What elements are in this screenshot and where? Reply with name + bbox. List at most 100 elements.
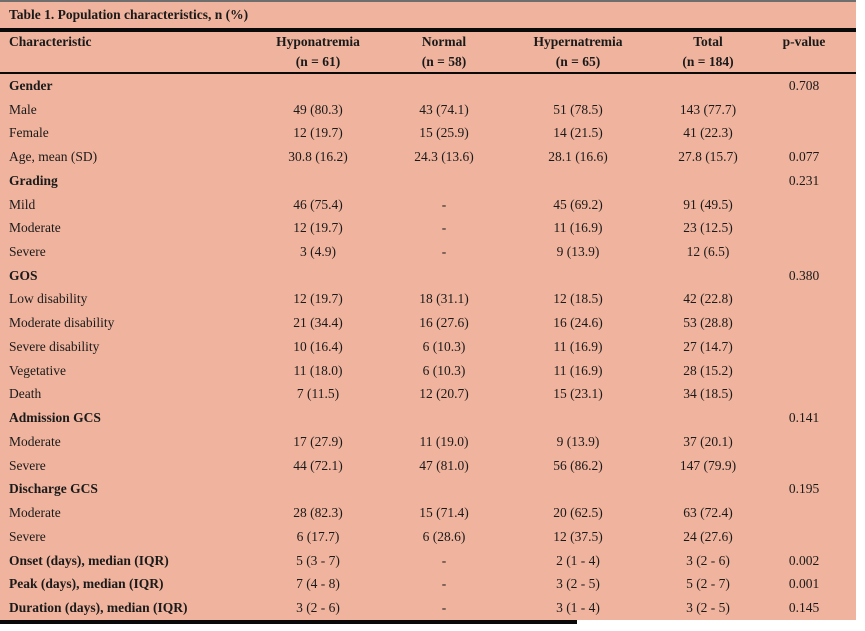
row-value: 53 (28.8) <box>683 315 733 331</box>
row-value: 3 (2 - 6) <box>686 552 730 568</box>
table-row: Moderate 28 (82.3) 15 (71.4) 20 (62.5) 6… <box>0 501 856 525</box>
row-value: 43 (74.1) <box>419 101 469 117</box>
column-header-characteristic: Characteristic <box>9 34 92 49</box>
row-value: - <box>441 220 447 236</box>
row-value: 15 (25.9) <box>419 125 469 141</box>
row-value: 34 (18.5) <box>683 386 733 402</box>
right-page-margin <box>856 0 865 631</box>
row-value: 11 (19.0) <box>419 433 469 449</box>
table-row: Moderate disability 21 (34.4) 16 (27.6) … <box>0 311 856 335</box>
row-value: 6 (10.3) <box>422 362 466 378</box>
table-row: Grading 0.231 <box>0 169 856 193</box>
row-label: Male <box>9 101 37 117</box>
row-label: Severe <box>9 457 46 473</box>
row-value: 11 (16.9) <box>553 338 603 354</box>
row-pvalue: 0.145 <box>788 600 820 616</box>
column-header-hyponatremia: Hyponatremia <box>276 34 360 49</box>
row-value: 7 (4 - 8) <box>296 576 340 592</box>
row-value: 2 (1 - 4) <box>556 552 600 568</box>
column-subheader-hyponatremia-n: (n = 61) <box>295 54 341 69</box>
row-value: 49 (80.3) <box>293 101 343 117</box>
row-value: 47 (81.0) <box>419 457 469 473</box>
row-label: Duration (days), median (IQR) <box>9 600 188 616</box>
row-value: 45 (69.2) <box>553 196 603 212</box>
row-value: 11 (16.9) <box>553 220 603 236</box>
row-label: Moderate <box>9 433 61 449</box>
row-pvalue: 0.141 <box>788 410 820 426</box>
row-value: 37 (20.1) <box>683 433 733 449</box>
row-label: Severe disability <box>9 338 100 354</box>
row-value: 12 (19.7) <box>293 220 343 236</box>
row-value: - <box>441 600 447 616</box>
table-row: Mild 46 (75.4) - 45 (69.2) 91 (49.5) <box>0 193 856 217</box>
row-value: 12 (19.7) <box>293 291 343 307</box>
column-header-normal: Normal <box>421 34 467 49</box>
row-value: 16 (24.6) <box>553 315 603 331</box>
row-value: 11 (18.0) <box>293 362 343 378</box>
table-row: GOS 0.380 <box>0 264 856 288</box>
table-row: Gender 0.708 <box>0 74 856 98</box>
column-subheader-normal-n: (n = 58) <box>421 54 467 69</box>
row-value: 21 (34.4) <box>293 315 343 331</box>
table-row: Severe 3 (4.9) - 9 (13.9) 12 (6.5) <box>0 240 856 264</box>
row-label: Age, mean (SD) <box>9 149 98 165</box>
row-value: 12 (6.5) <box>686 244 730 259</box>
row-value: 11 (16.9) <box>553 362 603 378</box>
table-header-row-1: Characteristic Hyponatremia Normal Hyper… <box>0 32 856 52</box>
row-value: 15 (23.1) <box>553 386 603 402</box>
table-row: Peak (days), median (IQR) 7 (4 - 8) - 3 … <box>0 572 856 596</box>
row-label: Grading <box>9 172 58 188</box>
row-value: 44 (72.1) <box>293 457 343 473</box>
row-label: Low disability <box>9 291 88 307</box>
row-label: Gender <box>9 77 53 93</box>
row-value: 3 (4.9) <box>300 244 336 259</box>
row-value: 14 (21.5) <box>553 125 603 141</box>
row-pvalue: 0.708 <box>788 77 820 93</box>
row-pvalue: 0.001 <box>788 576 820 592</box>
row-value: 63 (72.4) <box>683 505 733 521</box>
table-row: Duration (days), median (IQR) 3 (2 - 6) … <box>0 596 856 620</box>
column-header-hypernatremia: Hypernatremia <box>533 34 623 49</box>
table-row: Low disability 12 (19.7) 18 (31.1) 12 (1… <box>0 288 856 312</box>
row-value: 23 (12.5) <box>683 220 733 236</box>
column-header-pvalue: p-value <box>782 34 826 49</box>
row-label: Severe <box>9 244 46 259</box>
row-label: Peak (days), median (IQR) <box>9 576 164 592</box>
table-bottom-rule <box>0 620 577 624</box>
row-value: 7 (11.5) <box>296 386 340 402</box>
table-header-row-2: (n = 61) (n = 58) (n = 65) (n = 184) <box>0 52 856 72</box>
row-value: 18 (31.1) <box>419 291 469 307</box>
row-value: 12 (20.7) <box>419 386 469 402</box>
title-divider-rule <box>0 28 856 32</box>
table-title: Table 1. Population characteristics, n (… <box>9 7 249 22</box>
table-row: Female 12 (19.7) 15 (25.9) 14 (21.5) 41 … <box>0 121 856 145</box>
row-value: 3 (2 - 5) <box>686 600 730 616</box>
row-value: 24 (27.6) <box>683 528 733 544</box>
row-label: Death <box>9 386 42 402</box>
row-value: 6 (28.6) <box>422 528 466 544</box>
table-row: Moderate 17 (27.9) 11 (19.0) 9 (13.9) 37… <box>0 430 856 454</box>
row-value: 5 (2 - 7) <box>686 576 730 592</box>
row-label: Admission GCS <box>9 410 101 426</box>
row-value: 15 (71.4) <box>419 505 469 521</box>
row-value: 42 (22.8) <box>683 291 733 307</box>
row-label: Female <box>9 125 49 141</box>
row-value: 20 (62.5) <box>553 505 603 521</box>
row-value: 3 (2 - 5) <box>556 576 600 592</box>
table-row: Discharge GCS 0.195 <box>0 477 856 501</box>
row-value: 9 (13.9) <box>556 433 600 449</box>
row-value: - <box>441 576 447 592</box>
row-value: 28.1 (16.6) <box>548 149 608 165</box>
table-row: Severe disability 10 (16.4) 6 (10.3) 11 … <box>0 335 856 359</box>
row-label: Vegetative <box>9 362 66 378</box>
table-row: Onset (days), median (IQR) 5 (3 - 7) - 2… <box>0 549 856 573</box>
row-value: 10 (16.4) <box>293 338 343 354</box>
column-header-total: Total <box>693 34 723 49</box>
row-label: Discharge GCS <box>9 481 98 497</box>
row-value: 46 (75.4) <box>293 196 343 212</box>
table-row: Severe 6 (17.7) 6 (28.6) 12 (37.5) 24 (2… <box>0 525 856 549</box>
row-label: Moderate disability <box>9 315 115 331</box>
row-value: 24.3 (13.6) <box>414 149 474 165</box>
row-value: 5 (3 - 7) <box>296 552 340 568</box>
